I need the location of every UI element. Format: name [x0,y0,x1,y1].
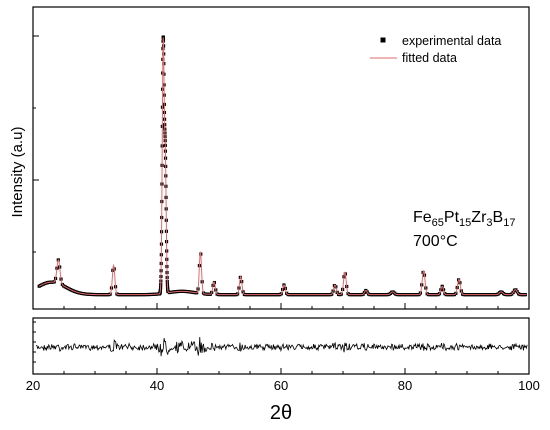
x-axis-ticks [32,303,530,374]
x-tick-label: 40 [150,378,164,393]
legend-fitted-label: fitted data [402,51,457,65]
x-tick-label: 20 [26,378,40,393]
legend-experimental-label: experimental data [402,34,501,48]
x-tick-label: 100 [518,378,540,393]
data-point [161,35,165,39]
experimental-data-series [37,35,527,297]
x-axis-tick-labels: 20 40 60 80 100 [26,378,540,393]
lower-y-ticks [33,321,36,363]
upper-y-ticks [33,35,39,253]
temperature-annotation: 700°C [413,233,458,250]
x-tick-label: 80 [398,378,412,393]
fitted-data-series [38,37,527,296]
legend: experimental data fitted data [370,34,501,65]
composition-annotation: Fe65Pt15Zr3B17 [413,209,515,229]
y-axis-label: Intensity (a.u) [9,127,26,218]
x-tick-label: 60 [274,378,288,393]
legend-experimental-marker [380,37,386,43]
residual-series [36,336,528,357]
x-axis-label: 2θ [270,402,292,424]
